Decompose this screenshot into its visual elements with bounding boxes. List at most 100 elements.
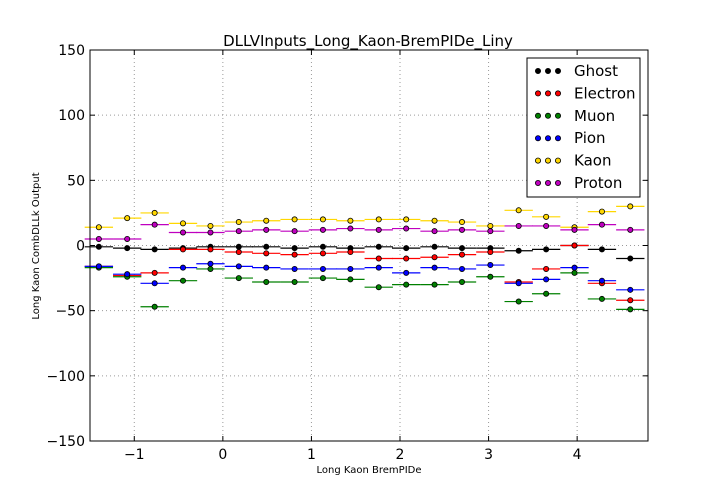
- pion-point: [124, 271, 131, 278]
- kaon-point: [151, 209, 158, 216]
- proton-point: [263, 226, 270, 233]
- legend-label-muon: Muon: [574, 107, 615, 125]
- legend-marker-muon: [535, 112, 542, 119]
- x-tick-label: 0: [218, 447, 227, 463]
- muon-point: [431, 281, 438, 288]
- muon-point: [543, 290, 550, 297]
- data-marks: [84, 203, 645, 313]
- ghost-point: [151, 246, 158, 253]
- plot-frame: [89, 49, 649, 442]
- electron-point: [347, 249, 354, 256]
- pion-point: [235, 263, 242, 270]
- y-tick-label: 50: [67, 173, 85, 189]
- pion-point: [291, 265, 298, 272]
- y-tick-label: −150: [47, 434, 85, 450]
- muon-point: [179, 277, 186, 284]
- ghost-point: [403, 245, 410, 252]
- kaon-point: [487, 222, 494, 229]
- proton-point: [291, 228, 298, 235]
- muon-point: [571, 269, 578, 276]
- electron-point: [179, 246, 186, 253]
- muon-point: [347, 276, 354, 283]
- ghost-point: [235, 243, 242, 250]
- ghost-point: [543, 246, 550, 253]
- muon-point: [235, 275, 242, 282]
- legend-marker-muon: [555, 112, 562, 119]
- pion-point: [375, 264, 382, 271]
- electron-point: [571, 242, 578, 249]
- proton-point: [571, 226, 578, 233]
- electron-point: [487, 249, 494, 256]
- legend-label-pion: Pion: [574, 129, 606, 147]
- legend-marker-proton: [555, 179, 562, 186]
- muon-point: [207, 265, 214, 272]
- electron-point: [543, 265, 550, 272]
- muon-point: [319, 275, 326, 282]
- proton-point: [403, 225, 410, 232]
- electron-point: [151, 269, 158, 276]
- y-tick-label: 0: [76, 239, 85, 255]
- legend-marker-kaon: [535, 157, 542, 164]
- muon-point: [515, 298, 522, 305]
- legend-marker-ghost: [555, 68, 562, 75]
- proton-point: [627, 226, 634, 233]
- legend-label-proton: Proton: [574, 174, 622, 192]
- proton-point: [179, 229, 186, 236]
- kaon-point: [319, 216, 326, 223]
- proton-point: [124, 235, 131, 242]
- electron-point: [627, 297, 634, 304]
- proton-point: [207, 229, 214, 236]
- muon-point: [487, 273, 494, 280]
- legend-marker-proton: [535, 179, 542, 186]
- proton-point: [598, 221, 605, 228]
- y-tick-label: 150: [58, 43, 85, 59]
- pion-point: [403, 269, 410, 276]
- x-tick-label: 3: [484, 447, 493, 463]
- legend-marker-pion: [545, 135, 552, 142]
- legend-marker-electron: [535, 90, 542, 97]
- pion-point: [515, 280, 522, 287]
- ghost-point: [598, 246, 605, 253]
- proton-point: [95, 235, 102, 242]
- kaon-point: [543, 213, 550, 220]
- legend-marker-muon: [545, 112, 552, 119]
- legend-label-kaon: Kaon: [574, 152, 611, 170]
- pion-point: [263, 264, 270, 271]
- x-axis-title: Long Kaon BremPIDe: [317, 465, 422, 476]
- proton-point: [151, 221, 158, 228]
- kaon-point: [627, 203, 634, 210]
- pion-point: [458, 265, 465, 272]
- pion-point: [95, 263, 102, 270]
- muon-point: [375, 284, 382, 291]
- pion-point: [543, 276, 550, 283]
- ghost-point: [375, 243, 382, 250]
- series-proton: [84, 221, 645, 242]
- x-tick-label: 2: [396, 447, 405, 463]
- legend-marker-electron: [545, 90, 552, 97]
- kaon-point: [598, 208, 605, 215]
- ghost-point: [627, 255, 634, 262]
- x-tick-label: 4: [573, 447, 582, 463]
- legend-marker-kaon: [545, 157, 552, 164]
- proton-point: [375, 226, 382, 233]
- ghost-point: [431, 243, 438, 250]
- kaon-point: [515, 207, 522, 214]
- series-pion: [84, 260, 645, 293]
- kaon-point: [403, 216, 410, 223]
- legend-label-ghost: Ghost: [574, 62, 618, 80]
- y-tick-label: −100: [47, 369, 85, 385]
- series-kaon: [84, 203, 645, 231]
- series-electron: [84, 242, 645, 304]
- legend-label-electron: Electron: [574, 84, 636, 102]
- ghost-point: [124, 245, 131, 252]
- ghost-point: [319, 243, 326, 250]
- legend-marker-electron: [555, 90, 562, 97]
- kaon-point: [347, 217, 354, 224]
- muon-point: [263, 278, 270, 285]
- kaon-point: [375, 216, 382, 223]
- y-tick-label: −50: [55, 304, 85, 320]
- legend-box: [526, 57, 641, 198]
- series-muon: [84, 264, 645, 313]
- electron-point: [403, 255, 410, 262]
